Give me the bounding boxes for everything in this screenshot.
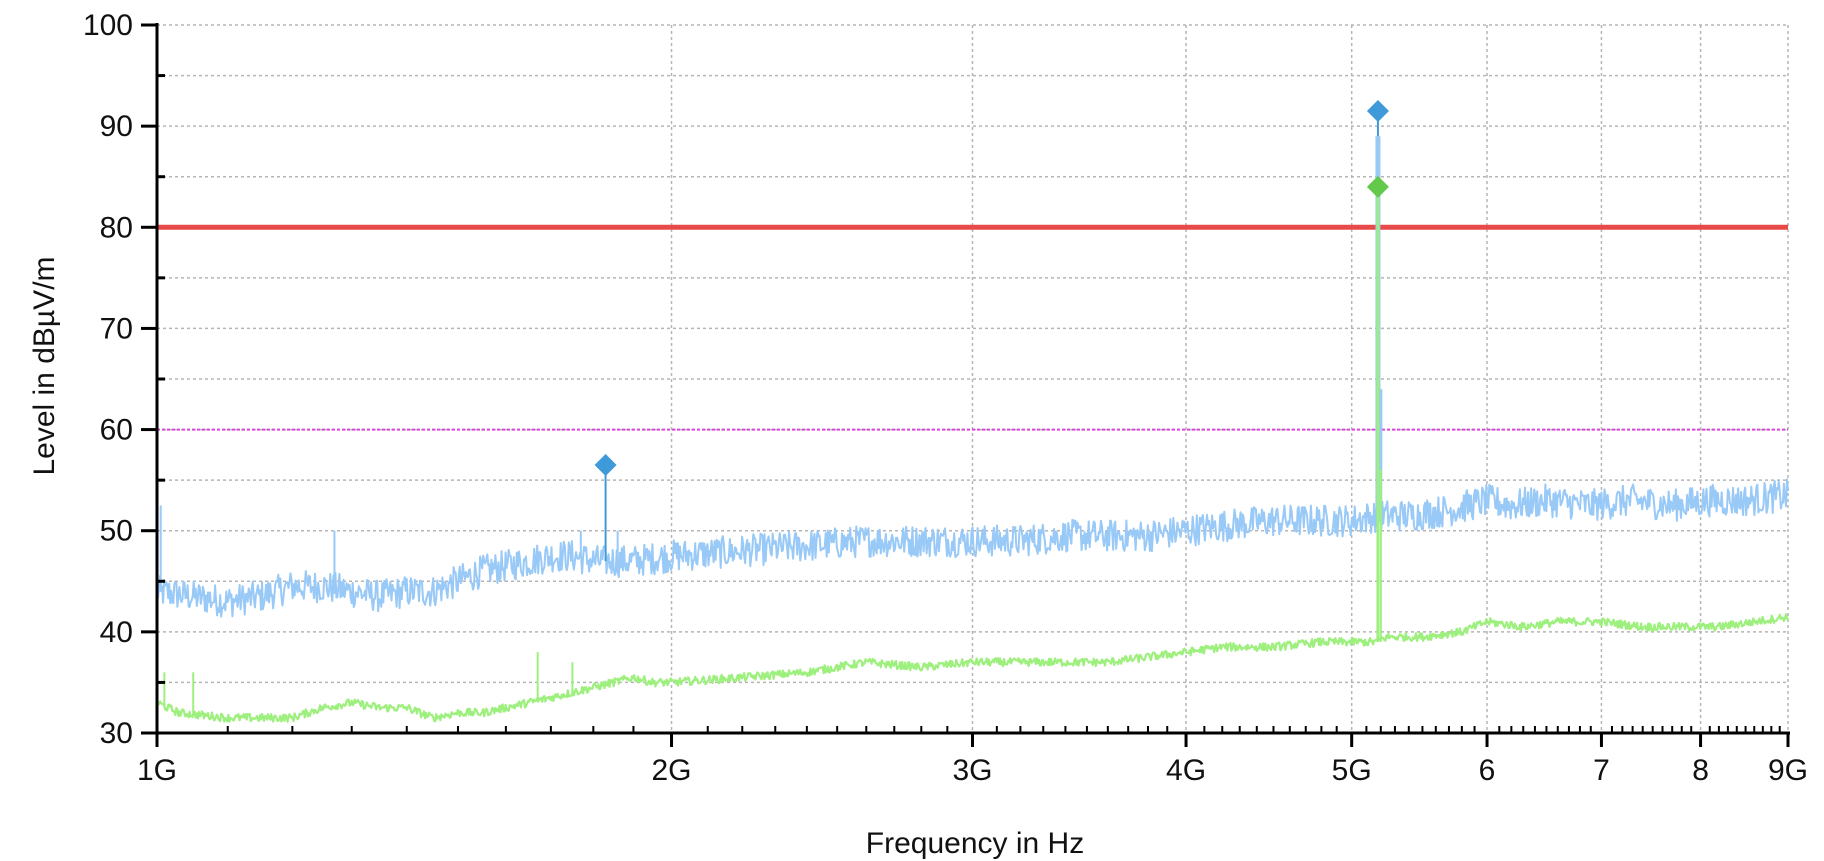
x-tick-label: 7 xyxy=(1593,754,1610,787)
y-tick-label: 30 xyxy=(100,717,133,750)
limit-lines xyxy=(157,224,1788,431)
y-tick-label: 90 xyxy=(100,110,133,143)
x-tick-label: 8 xyxy=(1692,754,1709,787)
axes xyxy=(141,23,1790,747)
tick-labels: 30 40 50 60 70 80 90 100 1G 2G 3G 4G 5G 6 7 8 9G xyxy=(83,9,1808,787)
peak-marker xyxy=(1366,99,1389,122)
peak-marker xyxy=(594,453,617,476)
traces xyxy=(156,136,1790,723)
y-tick-label: 100 xyxy=(83,9,133,42)
peak-markers xyxy=(594,99,1389,562)
x-tick-label: 4G xyxy=(1166,754,1206,787)
x-axis-title: Frequency in Hz xyxy=(866,827,1084,860)
x-tick-label: 2G xyxy=(652,754,692,787)
x-tick-label: 1G xyxy=(137,754,177,787)
grid xyxy=(156,24,1789,734)
trace-line xyxy=(156,613,1790,723)
y-tick-label: 70 xyxy=(100,312,133,345)
x-tick-label: 3G xyxy=(952,754,992,787)
x-tick-label: 9G xyxy=(1768,754,1808,787)
trace-line xyxy=(156,478,1789,618)
y-axis-title: Level in dBµV/m xyxy=(28,256,61,475)
y-tick-label: 40 xyxy=(100,616,133,649)
x-tick-label: 6 xyxy=(1479,754,1496,787)
x-tick-label: 5G xyxy=(1332,754,1372,787)
y-tick-label: 60 xyxy=(100,414,133,447)
y-tick-label: 50 xyxy=(100,515,133,548)
peak-marker xyxy=(1366,175,1389,198)
y-tick-label: 80 xyxy=(100,211,133,244)
